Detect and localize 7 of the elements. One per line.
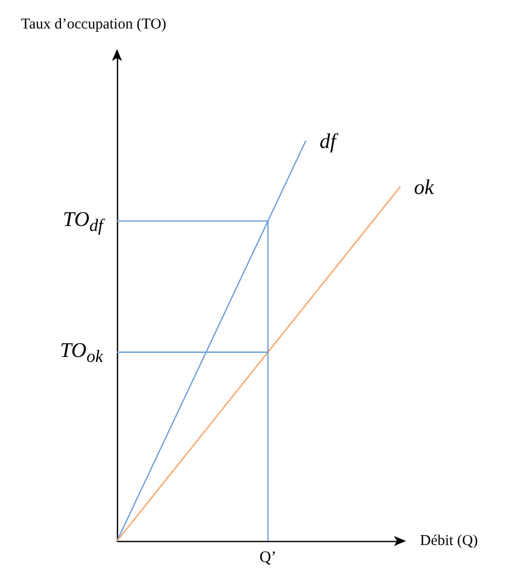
text: Q’ xyxy=(259,549,276,566)
series-label: ok xyxy=(414,175,434,199)
ref-line-label: TO$_{df}$ xyxy=(62,207,103,236)
series-label: df xyxy=(320,129,340,153)
ref-line-label: TO$_{ok}$ xyxy=(60,338,103,366)
chart-title: Taux d’occupation (TO) xyxy=(21,16,166,32)
x-axis-title: Débit (Q) xyxy=(420,533,478,549)
